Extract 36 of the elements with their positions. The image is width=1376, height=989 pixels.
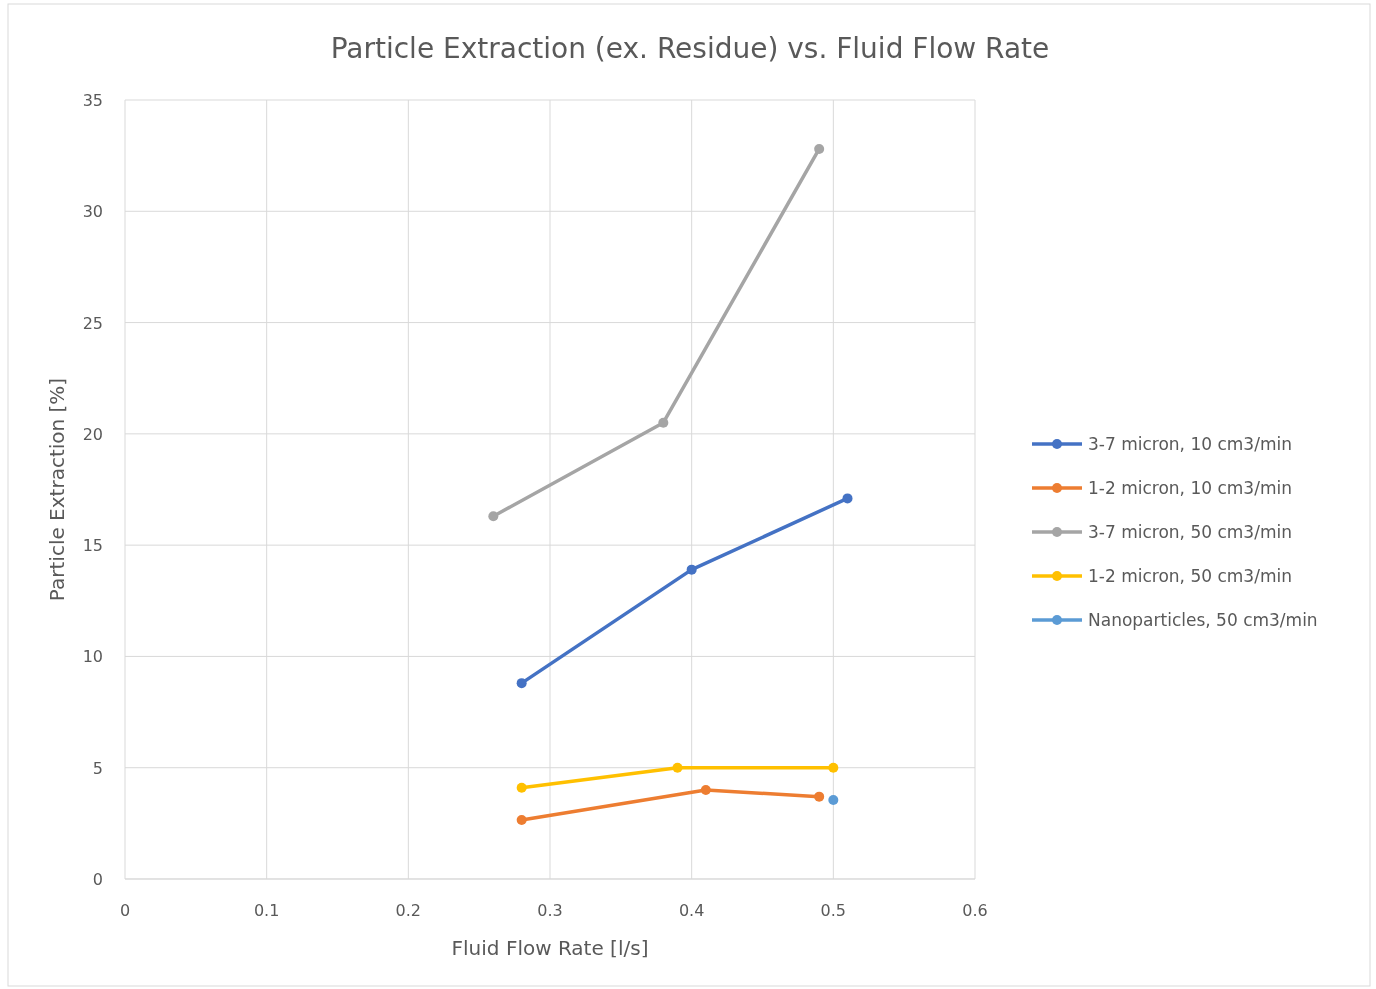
- x-tick-label: 0.6: [962, 901, 988, 920]
- y-tick-label: 5: [92, 758, 103, 778]
- point: [516, 815, 527, 826]
- legend-label: Nanoparticles, 50 cm3/min: [1088, 610, 1318, 630]
- point: [842, 493, 853, 504]
- x-tick-label: 0.2: [395, 901, 422, 920]
- y-tick-label: 15: [82, 536, 103, 556]
- y-tick-label: 30: [82, 202, 103, 222]
- y-tick-label: 10: [82, 647, 103, 667]
- legend-label: 3-7 micron, 10 cm3/min: [1088, 434, 1292, 454]
- point: [686, 564, 697, 575]
- point: [814, 791, 825, 802]
- x-tick-label: 0.4: [678, 901, 705, 920]
- point: [488, 511, 499, 522]
- x-axis-title: Fluid Flow Rate [l/s]: [451, 936, 649, 960]
- point: [516, 678, 527, 689]
- x-tick-label: 0.1: [253, 901, 280, 920]
- legend-label: 1-2 micron, 50 cm3/min: [1088, 566, 1292, 586]
- y-tick-label: 25: [82, 313, 103, 333]
- legend-label: 1-2 micron, 10 cm3/min: [1088, 478, 1292, 498]
- x-tick-label: 0.5: [820, 901, 847, 920]
- y-axis-title: Particle Extraction [%]: [45, 377, 69, 602]
- y-tick-label: 35: [82, 91, 103, 110]
- point: [658, 417, 669, 428]
- point: [814, 143, 825, 154]
- y-tick-label: 0: [92, 870, 103, 889]
- y-tick-label: 20: [82, 424, 103, 444]
- x-tick-label: 0.3: [537, 901, 563, 920]
- point: [700, 784, 711, 795]
- x-tick-label: 0: [119, 901, 131, 920]
- point: [828, 762, 839, 773]
- legend-label: 3-7 micron, 50 cm3/min: [1088, 522, 1292, 542]
- point: [516, 782, 527, 793]
- chart-title: Particle Extraction (ex. Residue) vs. Fluid Flow Rate: [330, 32, 1050, 65]
- point: [828, 794, 839, 805]
- point: [672, 762, 683, 773]
